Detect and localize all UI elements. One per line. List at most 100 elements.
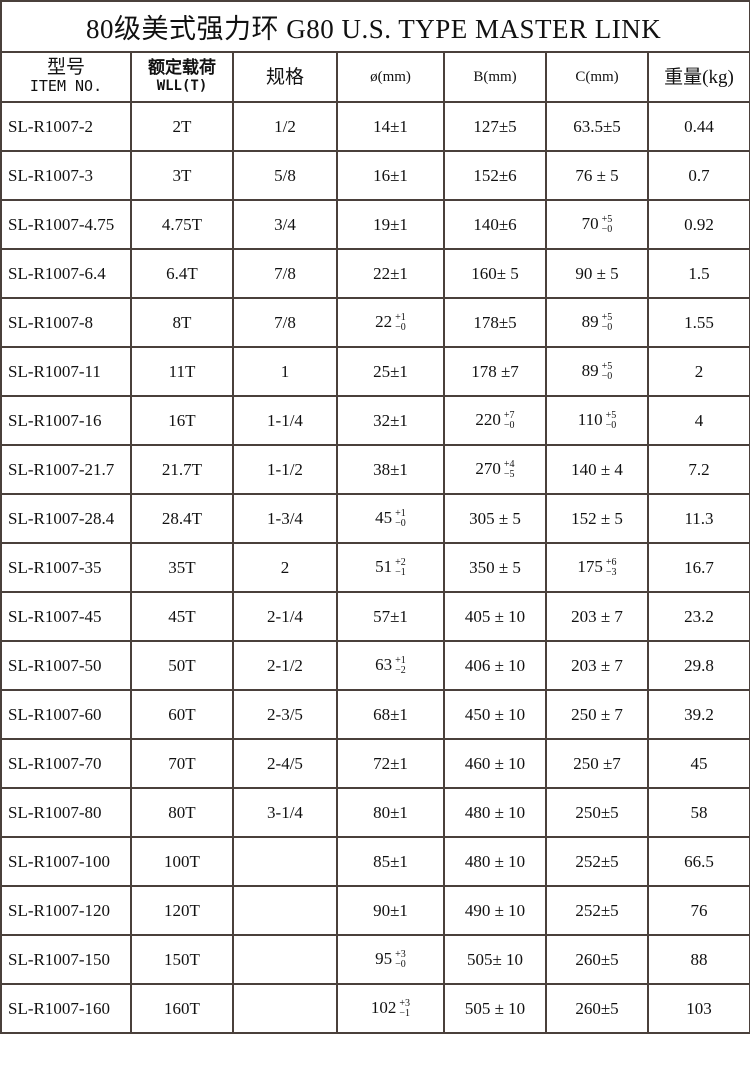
cell-wll: 160T <box>130 983 234 1034</box>
value: 152±6 <box>473 165 517 185</box>
tolerance-upper: +5 <box>601 312 613 324</box>
table-row: SL-R1007-80 80T 3-1/4 80±1 480 ± 10 250±5 58 <box>0 787 750 838</box>
tolerance-upper: +5 <box>601 214 613 226</box>
tolerance-upper: +5 <box>605 410 617 422</box>
cell-diameter: 25±1 <box>336 346 445 397</box>
value: 260±5 <box>575 998 619 1018</box>
cell-weight: 39.2 <box>647 689 750 740</box>
tolerance: +5 −0 <box>602 313 613 333</box>
cell-b: 152±6 <box>443 150 547 201</box>
cell-weight: 103 <box>647 983 750 1034</box>
cell-diameter: 45 +1 −0 <box>336 493 445 544</box>
cell-spec: 2-1/2 <box>232 640 338 691</box>
cell-wll: 28.4T <box>130 493 234 544</box>
value: 90±1 <box>373 900 408 920</box>
cell-spec <box>232 934 338 985</box>
cell-item-no: SL-R1007-35 <box>0 542 132 593</box>
table-row: SL-R1007-70 70T 2-4/5 72±1 460 ± 10 250 ±7 45 <box>0 738 750 789</box>
cell-diameter: 80±1 <box>336 787 445 838</box>
cell-item-no: SL-R1007-150 <box>0 934 132 985</box>
cell-spec: 2-1/4 <box>232 591 338 642</box>
value: 350 ± 5 <box>469 557 521 577</box>
header-wll-en: WLL(T) <box>156 78 208 94</box>
tolerance-lower: −1 <box>395 567 406 579</box>
cell-item-no: SL-R1007-11 <box>0 346 132 397</box>
cell-c: 175 +6 −3 <box>545 542 649 593</box>
cell-weight: 45 <box>647 738 750 789</box>
value: 140±6 <box>473 214 517 234</box>
tolerance: +5 −0 <box>602 215 613 235</box>
cell-b: 480 ± 10 <box>443 836 547 887</box>
header-spec: 规格 <box>232 51 338 103</box>
cell-b: 305 ± 5 <box>443 493 547 544</box>
cell-b: 490 ± 10 <box>443 885 547 936</box>
cell-item-no: SL-R1007-21.7 <box>0 444 132 495</box>
cell-wll: 8T <box>130 297 234 348</box>
cell-weight: 7.2 <box>647 444 750 495</box>
cell-weight: 11.3 <box>647 493 750 544</box>
header-diameter: ø(mm) <box>336 51 445 103</box>
value: 160± 5 <box>471 263 519 283</box>
tolerance: +2 −1 <box>395 558 406 578</box>
header-item-en: ITEM NO. <box>29 77 103 95</box>
cell-diameter: 22 +1 −0 <box>336 297 445 348</box>
cell-wll: 120T <box>130 885 234 936</box>
tolerance-lower: −0 <box>601 371 613 383</box>
value: 16±1 <box>373 165 408 185</box>
value: 250 ±7 <box>573 753 621 773</box>
cell-item-no: SL-R1007-70 <box>0 738 132 789</box>
tolerance-lower: −2 <box>395 665 406 677</box>
value: 22 <box>375 311 393 331</box>
cell-item-no: SL-R1007-60 <box>0 689 132 740</box>
cell-weight: 1.5 <box>647 248 750 299</box>
value: 250 ± 7 <box>571 704 623 724</box>
cell-c: 203 ± 7 <box>545 640 649 691</box>
value: 220 <box>475 409 501 429</box>
cell-diameter: 57±1 <box>336 591 445 642</box>
cell-diameter: 38±1 <box>336 444 445 495</box>
tolerance-lower: −0 <box>395 959 406 971</box>
value: 405 ± 10 <box>464 606 526 626</box>
header-b: B(mm) <box>443 51 547 103</box>
table-row: SL-R1007-3 3T 5/8 16±1 152±6 76 ± 5 0.7 <box>0 150 750 201</box>
cell-b: 450 ± 10 <box>443 689 547 740</box>
cell-item-no: SL-R1007-120 <box>0 885 132 936</box>
tolerance-lower: −0 <box>395 322 406 334</box>
cell-weight: 0.7 <box>647 150 750 201</box>
table-row: SL-R1007-4.75 4.75T 3/4 19±1 140±6 70 +5 −0 0.92 <box>0 199 750 250</box>
value: 22±1 <box>373 263 408 283</box>
cell-spec: 1-1/4 <box>232 395 338 446</box>
cell-item-no: SL-R1007-80 <box>0 787 132 838</box>
cell-item-no: SL-R1007-4.75 <box>0 199 132 250</box>
table-row: SL-R1007-100 100T 85±1 480 ± 10 252±5 66.5 <box>0 836 750 887</box>
tolerance-upper: +7 <box>503 410 515 422</box>
cell-c: 140 ± 4 <box>545 444 649 495</box>
table-row: SL-R1007-28.4 28.4T 1-3/4 45 +1 −0 305 ± 5 152 … <box>0 493 750 544</box>
cell-item-no: SL-R1007-28.4 <box>0 493 132 544</box>
tolerance-lower: −1 <box>399 1008 411 1020</box>
cell-spec <box>232 983 338 1034</box>
value: 480 ± 10 <box>464 851 526 871</box>
value: 450 ± 10 <box>464 704 526 724</box>
cell-c: 110 +5 −0 <box>545 395 649 446</box>
cell-item-no: SL-R1007-16 <box>0 395 132 446</box>
cell-weight: 0.92 <box>647 199 750 250</box>
value: 152 ± 5 <box>571 508 623 528</box>
tolerance: +5 −0 <box>606 411 617 431</box>
cell-b: 178 ±7 <box>443 346 547 397</box>
value: 51 <box>375 556 393 576</box>
cell-weight: 0.44 <box>647 101 750 152</box>
tolerance: +7 −0 <box>504 411 515 431</box>
table-row: SL-R1007-35 35T 2 51 +2 −1 350 ± 5 175 +6 −3 16.7 <box>0 542 750 593</box>
header-item-no: 型号 ITEM NO. <box>0 51 132 103</box>
cell-wll: 45T <box>130 591 234 642</box>
cell-item-no: SL-R1007-45 <box>0 591 132 642</box>
cell-c: 260±5 <box>545 934 649 985</box>
value: 32±1 <box>373 410 408 430</box>
tolerance-upper: +5 <box>601 361 613 373</box>
value: 505 ± 10 <box>464 998 526 1018</box>
cell-b: 127±5 <box>443 101 547 152</box>
value: 14±1 <box>373 116 408 136</box>
value: 203 ± 7 <box>571 655 623 675</box>
cell-diameter: 32±1 <box>336 395 445 446</box>
